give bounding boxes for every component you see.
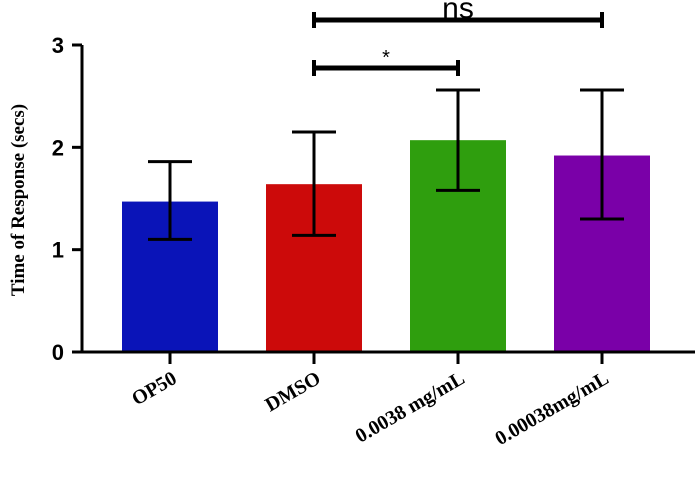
x-tick-label: 0.00038mg/mL [491, 367, 612, 450]
y-tick-label: 3 [52, 33, 64, 58]
bars-group [122, 140, 650, 352]
y-tick-label: 2 [52, 135, 64, 160]
x-axis: OP50 DMSO 0.0038 mg/mL 0.00038mg/mL [80, 350, 695, 450]
significance-group: * ns [312, 0, 604, 76]
significance-label-2: ns [442, 0, 474, 25]
y-axis: 0 1 2 3 [52, 33, 84, 365]
y-tick-label: 0 [52, 340, 64, 365]
x-tick-label: DMSO [262, 367, 325, 416]
x-tick-label: OP50 [128, 367, 180, 410]
y-axis-title: Time of Response (secs) [8, 104, 29, 296]
y-tick-label: 1 [52, 238, 64, 263]
error-bars-group [148, 88, 624, 241]
x-tick-label: 0.0038 mg/mL [352, 367, 469, 447]
significance-label-1: * [382, 47, 390, 69]
